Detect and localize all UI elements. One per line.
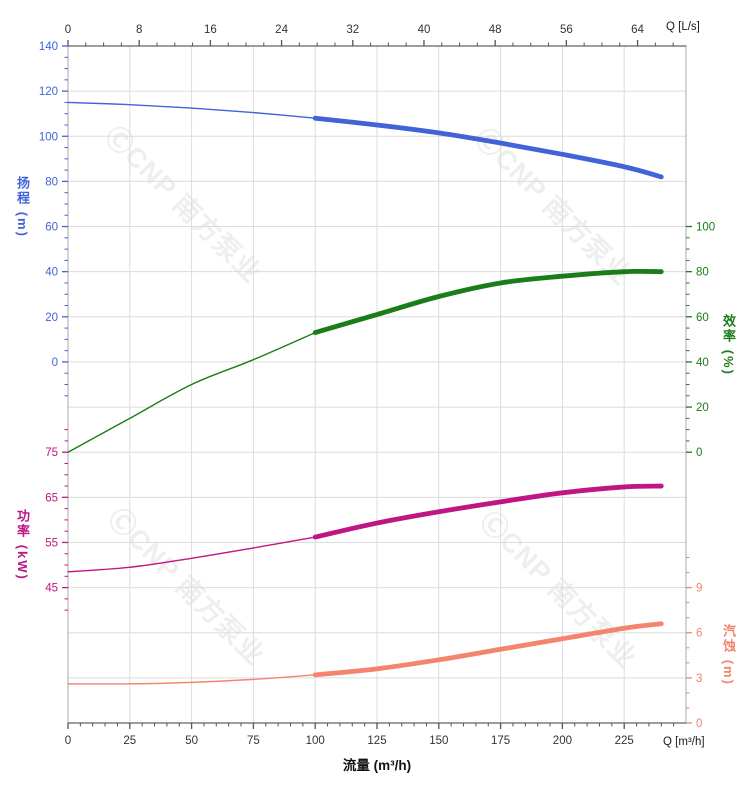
bottom-tick-label: 50 (185, 735, 198, 747)
head-axis-title: 扬程 (m) (15, 176, 30, 238)
bottom-tick-label: 100 (306, 735, 325, 747)
npsh-axis: 9 6 3 0 (686, 557, 702, 730)
power-tick-label: 75 (45, 447, 58, 459)
bottom-tick-label: 200 (553, 735, 572, 747)
bottom-tick-label: 175 (491, 735, 510, 747)
head-tick-label: 80 (45, 176, 58, 188)
eff-curve-thin (67, 331, 316, 453)
bottom-axis-unit-label: Q [m³/h] (663, 736, 705, 748)
power-tick-label: 65 (45, 492, 58, 504)
power-tick-label: 55 (45, 537, 58, 549)
top-axis: 0 8 16 24 32 40 48 56 64 (65, 24, 674, 46)
top-tick-label: 16 (204, 24, 217, 36)
top-tick-label: 56 (560, 24, 573, 36)
npsh-axis-title: 汽蚀 (m) (721, 624, 736, 686)
eff-tick-label: 40 (696, 357, 709, 369)
head-tick-label: 60 (45, 222, 58, 234)
top-tick-label: 32 (346, 24, 359, 36)
gridlines (68, 46, 686, 723)
eff-curve (67, 268, 664, 453)
power-tick-label: 45 (45, 583, 58, 595)
head-tick-label: 120 (39, 86, 58, 98)
bottom-axis: 0 25 50 75 100 125 150 175 200 225 (65, 723, 675, 747)
flow-axis-title: 流量 (m³/h) (342, 758, 412, 773)
top-tick-label: 40 (418, 24, 431, 36)
eff-tick-label: 20 (696, 402, 709, 414)
top-tick-label: 48 (489, 24, 502, 36)
head-tick-label: 100 (39, 131, 58, 143)
top-axis-unit-label: Q [L/s] (666, 21, 700, 33)
npsh-curve-thin (67, 674, 316, 685)
power-curve-duty-range (312, 483, 664, 540)
head-curve-thin (67, 101, 316, 119)
head-curve (67, 101, 664, 180)
npsh-curve (67, 621, 664, 685)
npsh-tick-label: 6 (696, 628, 702, 640)
power-curve (67, 483, 664, 573)
npsh-tick-label: 3 (696, 673, 702, 685)
head-axis: 140 120 100 80 60 40 20 0 (39, 41, 68, 397)
head-tick-label: 0 (52, 357, 58, 369)
bottom-tick-label: 75 (247, 735, 260, 747)
eff-axis: 100 80 60 40 20 0 (686, 222, 715, 459)
head-tick-label: 20 (45, 312, 58, 324)
top-tick-label: 8 (136, 24, 142, 36)
power-axis: 75 65 55 45 (45, 429, 68, 611)
bottom-tick-label: 25 (123, 735, 136, 747)
bottom-tick-label: 0 (65, 735, 71, 747)
top-tick-label: 64 (631, 24, 644, 36)
eff-tick-label: 60 (696, 312, 709, 324)
eff-tick-label: 0 (696, 447, 702, 459)
eff-tick-label: 100 (696, 222, 715, 234)
efficiency-axis-title: 效率 (%) (721, 314, 736, 376)
bottom-tick-label: 225 (615, 735, 634, 747)
head-tick-label: 40 (45, 267, 58, 279)
eff-tick-label: 80 (696, 267, 709, 279)
bottom-tick-label: 150 (429, 735, 448, 747)
bottom-tick-label: 125 (367, 735, 386, 747)
npsh-tick-label: 0 (696, 718, 702, 730)
power-curve-thin (67, 536, 316, 573)
npsh-curve-duty-range (312, 621, 664, 678)
top-tick-label: 24 (275, 24, 288, 36)
head-tick-label: 140 (39, 41, 58, 53)
top-tick-label: 0 (65, 24, 71, 36)
eff-curve-duty-range (312, 268, 664, 335)
power-axis-title: 功率 (kW) (15, 509, 30, 581)
npsh-tick-label: 9 (696, 583, 702, 595)
head-curve-duty-range (312, 115, 664, 180)
